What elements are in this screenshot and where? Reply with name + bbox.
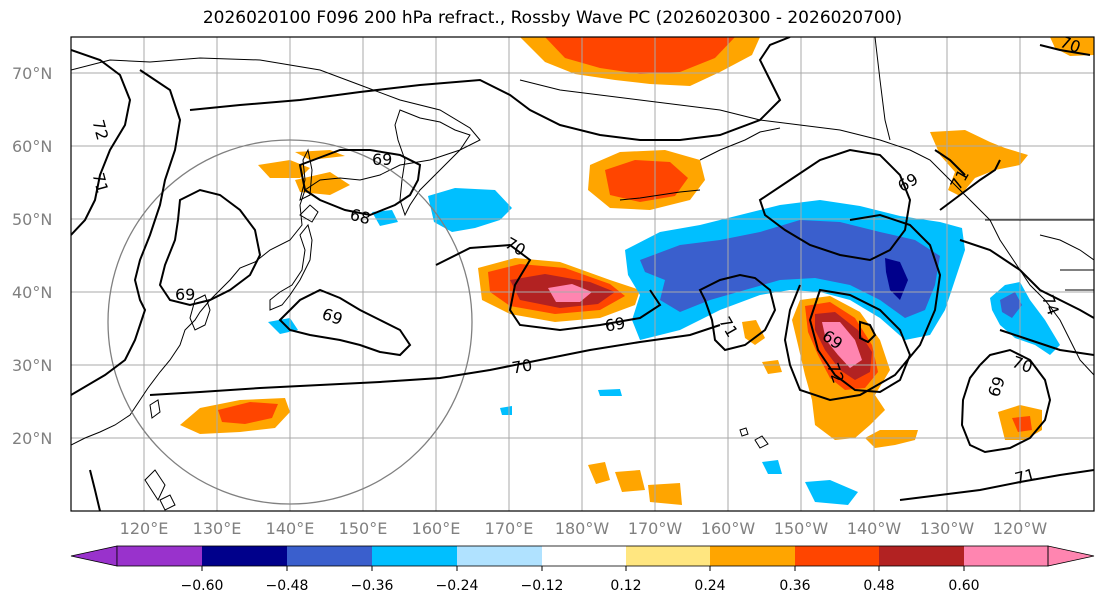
contour-label: 70 — [510, 355, 533, 377]
shade-sakhalin-orange — [258, 160, 310, 178]
shade-east-blue-dark — [885, 258, 908, 300]
shade-kamchatka-blue — [428, 188, 512, 232]
contour-lines — [71, 37, 1094, 511]
lat-label-60n: 60°N — [12, 137, 52, 156]
colorbar-tick-label: −0.60 — [181, 578, 224, 594]
contour-label: 69 — [175, 285, 195, 304]
colorbar-tick-label: 0.36 — [779, 578, 810, 594]
colorbar-tick-label: −0.12 — [521, 578, 564, 594]
colorbar-tick-label: −0.24 — [436, 578, 479, 594]
colorbar-tick-label: −0.36 — [351, 578, 394, 594]
shade-coast-blue-mid — [1000, 292, 1022, 318]
colorbar-tick-label: 0.48 — [863, 578, 894, 594]
lon-label-130e: 130°E — [193, 519, 242, 538]
shade-small-blue-2 — [762, 460, 782, 474]
colorbar-segment — [287, 546, 372, 566]
longitude-labels: 120°E 130°E 140°E 150°E 160°E 170°E 180°… — [120, 519, 1048, 538]
colorbar-segment — [542, 546, 626, 566]
shade-east-blue-mid — [640, 220, 940, 318]
colorbar-tick-label: 0.24 — [694, 578, 725, 594]
shade-orange-strip — [865, 430, 918, 448]
shade-arctic-red — [545, 37, 735, 74]
contour-label: 68 — [348, 205, 373, 229]
map-frame — [70, 36, 1095, 512]
region-circle — [107, 139, 473, 505]
colorbar-segment — [795, 546, 879, 566]
shade-arctic-right — [1050, 37, 1094, 56]
colorbar-tick-label: 0.60 — [948, 578, 979, 594]
lon-label-130w: 130°W — [920, 519, 975, 538]
map-title: 2026020100 F096 200 hPa refract., Rossby… — [202, 8, 903, 28]
lon-label-140w: 140°W — [847, 519, 902, 538]
shade-ne-pink — [822, 322, 862, 368]
lat-label-50n: 50°N — [12, 210, 52, 229]
colorbar-segment — [964, 546, 1048, 566]
lon-label-170e: 170°E — [485, 519, 534, 538]
colorbar-extend-max — [1047, 545, 1095, 567]
contour-label: 69 — [372, 150, 392, 169]
lon-label-140e: 140°E — [266, 519, 315, 538]
colorbar-segment — [879, 546, 964, 566]
lat-label-40n: 40°N — [12, 283, 52, 302]
contour-label: 70 — [1058, 32, 1084, 57]
lat-label-30n: 30°N — [12, 356, 52, 375]
shade-bering-red — [605, 160, 688, 202]
colorbar-frame — [116, 545, 1049, 567]
contour-label: 71 — [1013, 465, 1038, 489]
lon-label-180w: 180°W — [555, 519, 610, 538]
shade-kuril-orange — [295, 172, 350, 195]
shade-small-orange-1 — [742, 320, 765, 345]
lat-label-20n: 20°N — [12, 429, 52, 448]
coastlines — [71, 37, 1094, 511]
contour-label: 71 — [88, 171, 112, 196]
contour-label: 69 — [603, 313, 626, 335]
colorbar-segment — [457, 546, 542, 566]
colorbar-segment — [710, 546, 795, 566]
colorbar-tick-label: −0.48 — [266, 578, 309, 594]
lon-label-150w: 150°W — [774, 519, 829, 538]
lon-label-170w: 170°W — [628, 519, 683, 538]
colorbar: −0.60 −0.48 −0.36 −0.24 −0.12 0.12 0.24 … — [70, 545, 1095, 594]
colorbar-tick-label: 0.12 — [610, 578, 641, 594]
shade-sw-red — [218, 402, 278, 424]
contour-label: 72 — [88, 118, 112, 143]
shade-hawaii-orange-2 — [615, 470, 645, 492]
lat-label-70n: 70°N — [12, 64, 52, 83]
colorbar-segment — [626, 546, 710, 566]
lon-label-150e: 150°E — [339, 519, 388, 538]
latitude-labels: 70°N 60°N 50°N 40°N 30°N 20°N — [12, 64, 52, 448]
shading-layer — [180, 37, 1094, 505]
lon-label-120w: 120°W — [993, 519, 1048, 538]
colorbar-segment — [202, 546, 287, 566]
shade-se-red — [1012, 416, 1032, 432]
lon-label-120e: 120°E — [120, 519, 169, 538]
colorbar-segment — [372, 546, 457, 566]
lon-label-160w: 160°W — [701, 519, 756, 538]
shade-sea-blue — [372, 210, 398, 226]
colorbar-segment — [117, 546, 202, 566]
shade-hawaii-orange-3 — [648, 483, 682, 505]
colorbar-extend-min — [70, 545, 118, 567]
shade-central-pink — [548, 284, 592, 302]
shade-small-orange-2 — [762, 360, 782, 374]
shade-small-blue-1 — [598, 389, 622, 396]
shade-small-blue-3 — [805, 480, 858, 505]
shade-hawaii-orange-1 — [588, 462, 610, 484]
lon-label-160e: 160°E — [412, 519, 461, 538]
